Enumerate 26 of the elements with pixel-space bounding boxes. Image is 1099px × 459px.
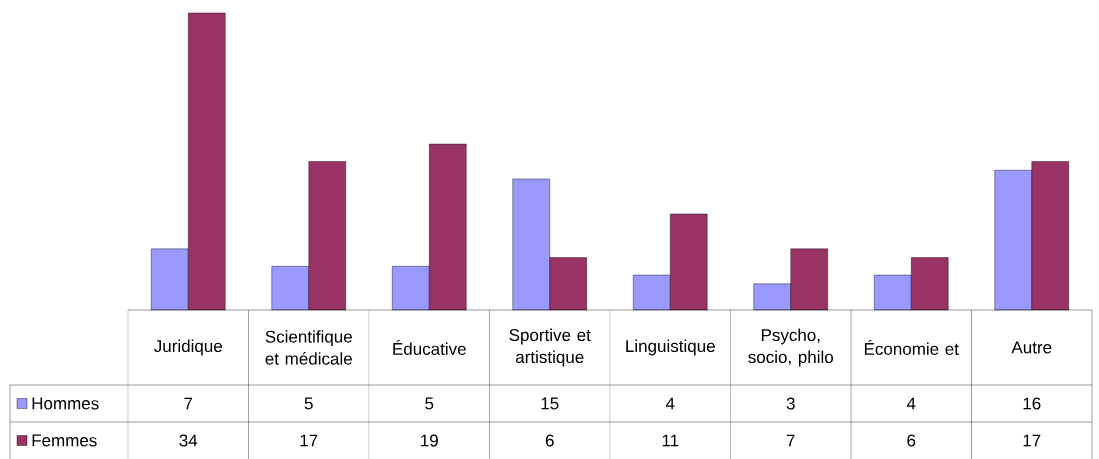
data-label: 17 — [1023, 434, 1041, 447]
x-tick-label: Linguistique — [626, 339, 715, 356]
data-label: 7 — [184, 397, 193, 410]
x-tick-label: Économie et — [864, 340, 959, 355]
data-label: 5 — [304, 397, 313, 410]
legend-label: Hommes — [32, 397, 99, 410]
data-label: 11 — [662, 434, 679, 447]
legend-label: Femmes — [32, 434, 97, 447]
data-label: 4 — [665, 397, 675, 410]
data-label: 7 — [786, 434, 795, 447]
x-tick-label: Scientifique et médicale — [265, 330, 352, 365]
data-label: 6 — [545, 434, 554, 447]
data-label: 34 — [179, 434, 198, 447]
x-tick-label: Juridique — [154, 339, 222, 356]
data-label: 19 — [421, 434, 438, 447]
x-tick-label: Psycho, socio, philo — [748, 328, 834, 367]
data-label: 17 — [300, 434, 318, 447]
x-tick-label: Éducative — [393, 340, 466, 355]
data-label: 16 — [1023, 397, 1041, 410]
x-tick-label: Sportive et artistique — [509, 328, 591, 367]
data-label: 15 — [541, 397, 559, 410]
data-label: 6 — [907, 434, 916, 447]
data-label: 3 — [786, 397, 795, 410]
data-label: 4 — [906, 397, 916, 410]
x-tick-label: Autre — [1011, 341, 1052, 354]
data-label: 5 — [425, 397, 434, 410]
